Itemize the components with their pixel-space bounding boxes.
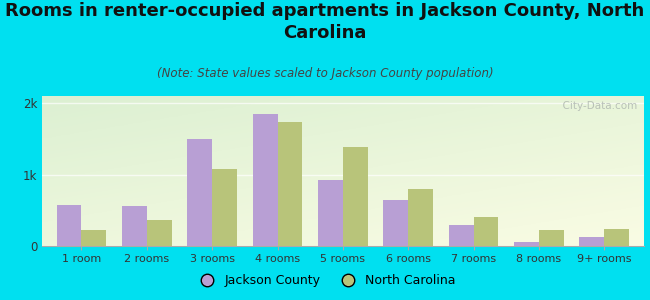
Bar xyxy=(474,217,499,246)
Text: City-Data.com: City-Data.com xyxy=(556,100,638,110)
Bar xyxy=(448,225,474,246)
Bar xyxy=(57,205,81,246)
Bar xyxy=(343,147,368,246)
Bar xyxy=(579,237,604,246)
Bar xyxy=(122,206,147,246)
Bar xyxy=(81,230,107,246)
Text: (Note: State values scaled to Jackson County population): (Note: State values scaled to Jackson Co… xyxy=(157,68,493,80)
Bar xyxy=(212,169,237,246)
Legend: Jackson County, North Carolina: Jackson County, North Carolina xyxy=(189,269,461,292)
Bar xyxy=(539,230,564,246)
Bar xyxy=(408,189,433,246)
Bar xyxy=(384,200,408,246)
Bar xyxy=(147,220,172,246)
Text: Rooms in renter-occupied apartments in Jackson County, North
Carolina: Rooms in renter-occupied apartments in J… xyxy=(5,2,645,42)
Bar xyxy=(278,122,302,246)
Bar xyxy=(318,180,343,246)
Bar xyxy=(604,229,629,246)
Bar xyxy=(514,242,539,246)
Bar xyxy=(187,139,212,246)
Bar xyxy=(253,114,278,246)
